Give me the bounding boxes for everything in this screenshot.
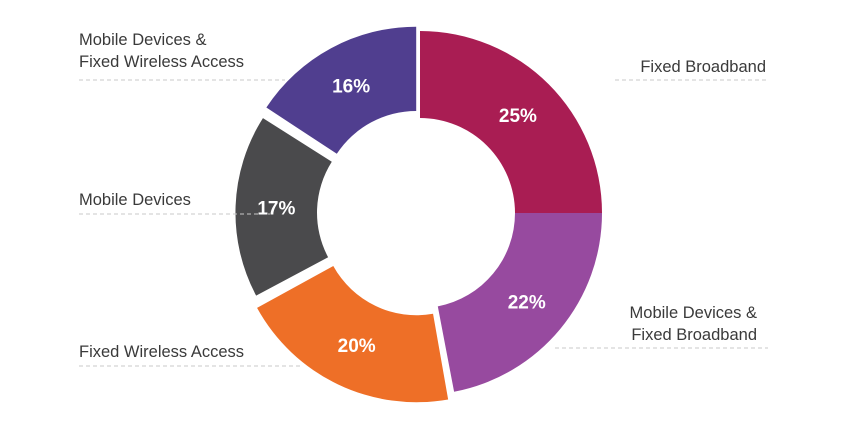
guides-group <box>79 79 768 367</box>
slice-mobile-devices <box>235 118 332 296</box>
value-label-mobile-devices: 17% <box>257 198 295 219</box>
category-label-mobile-devices-and-fixed-broadband: Mobile Devices & Fixed Broadband <box>630 304 757 344</box>
slices-group <box>235 26 602 403</box>
slice-fixed-wireless-access <box>257 265 449 403</box>
category-label-fixed-broadband: Fixed Broadband <box>640 58 766 76</box>
value-label-fixed-broadband: 25% <box>499 106 537 127</box>
category-label-line: Mobile Devices & <box>79 31 206 49</box>
value-label-fixed-wireless-access: 20% <box>338 336 376 357</box>
category-label-line: Mobile Devices <box>79 191 191 209</box>
category-label-mobile-devices: Mobile Devices <box>79 191 191 209</box>
value-label-mobile-devices-and-fixed-wireless-access: 16% <box>332 76 370 97</box>
slice-mobile-devices-and-fixed-broadband <box>437 213 602 392</box>
slice-fixed-broadband <box>420 31 602 213</box>
slice-mobile-devices-and-fixed-wireless-access <box>266 26 417 154</box>
category-label-line: Fixed Wireless Access <box>79 53 244 71</box>
value-label-mobile-devices-and-fixed-broadband: 22% <box>508 292 546 313</box>
category-label-mobile-devices-and-fixed-wireless-access: Mobile Devices & Fixed Wireless Access <box>79 31 244 71</box>
category-label-fixed-wireless-access: Fixed Wireless Access <box>79 343 244 361</box>
category-label-line: Fixed Broadband <box>631 326 757 344</box>
category-label-line: Fixed Wireless Access <box>79 343 244 361</box>
category-label-line: Fixed Broadband <box>640 58 766 76</box>
category-label-line: Mobile Devices & <box>630 304 757 322</box>
